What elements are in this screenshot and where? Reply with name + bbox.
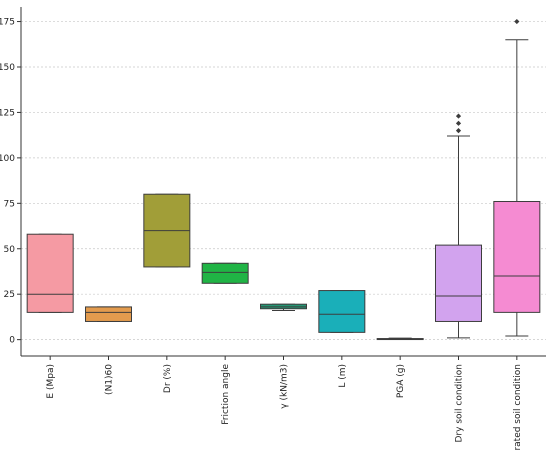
y-tick-label: 75 xyxy=(4,199,15,209)
x-tick-label: Dry soil condition xyxy=(455,364,465,443)
y-tick-label: 125 xyxy=(0,108,15,118)
x-tick-label: PGA (g) xyxy=(396,364,406,398)
x-tick-label: (N1)60 xyxy=(105,364,115,395)
y-tick-label: 50 xyxy=(4,245,16,255)
box-rect xyxy=(201,262,249,284)
x-tick-labels: E (Mpa) (N1)60 Dr (%) Friction angle γ (kN/m… xyxy=(46,364,523,451)
box-rect xyxy=(85,306,132,322)
x-tick-label: E (Mpa) xyxy=(46,364,56,399)
box-group xyxy=(260,303,307,312)
box-group xyxy=(493,18,541,337)
box-rect xyxy=(26,233,74,313)
x-tick-label: γ (kN/m3) xyxy=(280,364,290,409)
box-group xyxy=(318,290,366,333)
box-group xyxy=(26,233,74,313)
y-tick-label: 0 xyxy=(9,336,15,346)
box-rect xyxy=(318,290,366,333)
box-group xyxy=(143,193,191,268)
box-rect xyxy=(493,200,541,313)
box-group xyxy=(85,306,132,322)
boxes xyxy=(26,18,541,341)
y-tick-label: 25 xyxy=(4,290,15,300)
box-rect xyxy=(435,244,482,322)
outlier-point xyxy=(455,120,462,126)
x-tick-label: Friction angle xyxy=(221,364,231,425)
box-group xyxy=(376,337,424,341)
x-tick-label: L (m) xyxy=(338,364,348,388)
y-tick-label: 175 xyxy=(0,18,15,28)
x-tick-label: Dr (%) xyxy=(163,364,173,393)
outlier-point xyxy=(455,128,462,134)
x-tick-label: Saturated soil condition xyxy=(513,364,523,451)
box-group xyxy=(435,113,482,339)
y-tick-label: 150 xyxy=(0,63,15,73)
outlier-point xyxy=(455,113,462,119)
y-tick-label: 100 xyxy=(0,154,15,164)
outlier-point xyxy=(514,18,520,25)
axes xyxy=(17,7,546,360)
y-tick-labels: 0 25 50 75 100 125 150 175 xyxy=(0,18,15,346)
box-group xyxy=(201,262,249,284)
